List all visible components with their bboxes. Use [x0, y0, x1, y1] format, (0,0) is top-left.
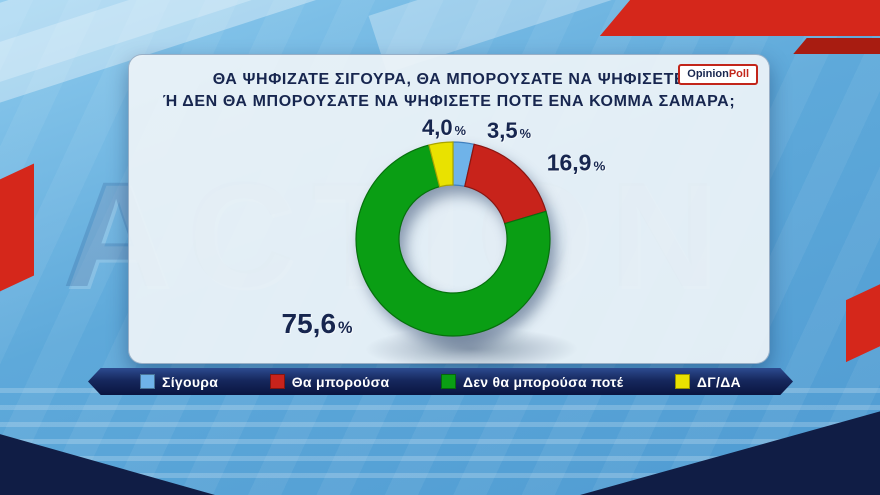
- legend-swatch-tha-borousa: [269, 374, 285, 389]
- background-red-shape: [793, 38, 880, 54]
- pct-unit-pote: %: [338, 319, 353, 337]
- legend-swatch-pote: [440, 374, 456, 389]
- opinionpoll-logo-part1: Opinion: [687, 68, 729, 80]
- donut-slice-4: [428, 141, 454, 188]
- pct-value-tha-borousa: 16,9: [546, 149, 592, 176]
- donut-chart-svg: [355, 141, 551, 337]
- pct-unit-dgda: %: [454, 123, 466, 138]
- legend-item-tha-borousa: Θα μπορούσα: [269, 373, 390, 390]
- legend-label-dgda: ΔΓ/ΔΑ: [696, 373, 741, 390]
- opinionpoll-logo-part2: Poll: [728, 68, 749, 80]
- poll-panel: ΘΑ ΨΗΦΙΖΑΤΕ ΣΙΓΟΥΡΑ, ΘΑ ΜΠΟΡΟΥΣΑΤΕ ΝΑ ΨΗ…: [128, 54, 770, 371]
- background-red-shape: [599, 0, 880, 36]
- donut-slice-3: [355, 144, 551, 337]
- legend-item-pote: Δεν θα μπορούσα ποτέ: [440, 373, 624, 390]
- legend-label-pote: Δεν θα μπορούσα ποτέ: [462, 373, 624, 390]
- poll-question-line1: ΘΑ ΨΗΦΙΖΑΤΕ ΣΙΓΟΥΡΑ, ΘΑ ΜΠΟΡΟΥΣΑΤΕ ΝΑ ΨΗ…: [212, 71, 686, 88]
- donut-slice-2: [464, 143, 547, 225]
- donut-chart: [338, 124, 568, 354]
- legend-item-dgda: ΔΓ/ΔΑ: [674, 373, 741, 390]
- pct-value-pote: 75,6: [281, 308, 337, 339]
- poll-question-title: ΘΑ ΨΗΦΙΖΑΤΕ ΣΙΓΟΥΡΑ, ΘΑ ΜΠΟΡΟΥΣΑΤΕ ΝΑ ΨΗ…: [129, 69, 769, 112]
- legend-label-tha-borousa: Θα μπορούσα: [291, 373, 390, 390]
- legend-item-sigoura: Σίγουρα: [140, 374, 218, 390]
- poll-question-line2: Ή ΔΕΝ ΘΑ ΜΠΟΡΟΥΣΑΤΕ ΝΑ ΨΗΦΙΣΕΤΕ ΠΟΤΕ ΕΝΑ…: [162, 92, 736, 110]
- pct-label-sigoura: 3,5%: [487, 118, 531, 144]
- legend-label-sigoura: Σίγουρα: [162, 373, 219, 390]
- pct-label-pote: 75,6%: [282, 308, 353, 340]
- legend-swatch-dgda: [674, 374, 690, 389]
- legend-bar: Σίγουρα Θα μπορούσα Δεν θα μπορούσα ποτέ…: [88, 368, 793, 395]
- pct-value-sigoura: 3,5: [487, 118, 518, 143]
- pct-label-dgda: 4,0%: [422, 115, 466, 141]
- pct-label-tha-borousa: 16,9%: [547, 150, 606, 177]
- opinionpoll-logo: OpinionPoll: [678, 64, 758, 86]
- pct-unit-sigoura: %: [519, 126, 531, 141]
- legend-swatch-sigoura: [140, 374, 155, 389]
- pct-value-dgda: 4,0: [422, 115, 453, 140]
- pct-unit-tha-borousa: %: [593, 158, 606, 174]
